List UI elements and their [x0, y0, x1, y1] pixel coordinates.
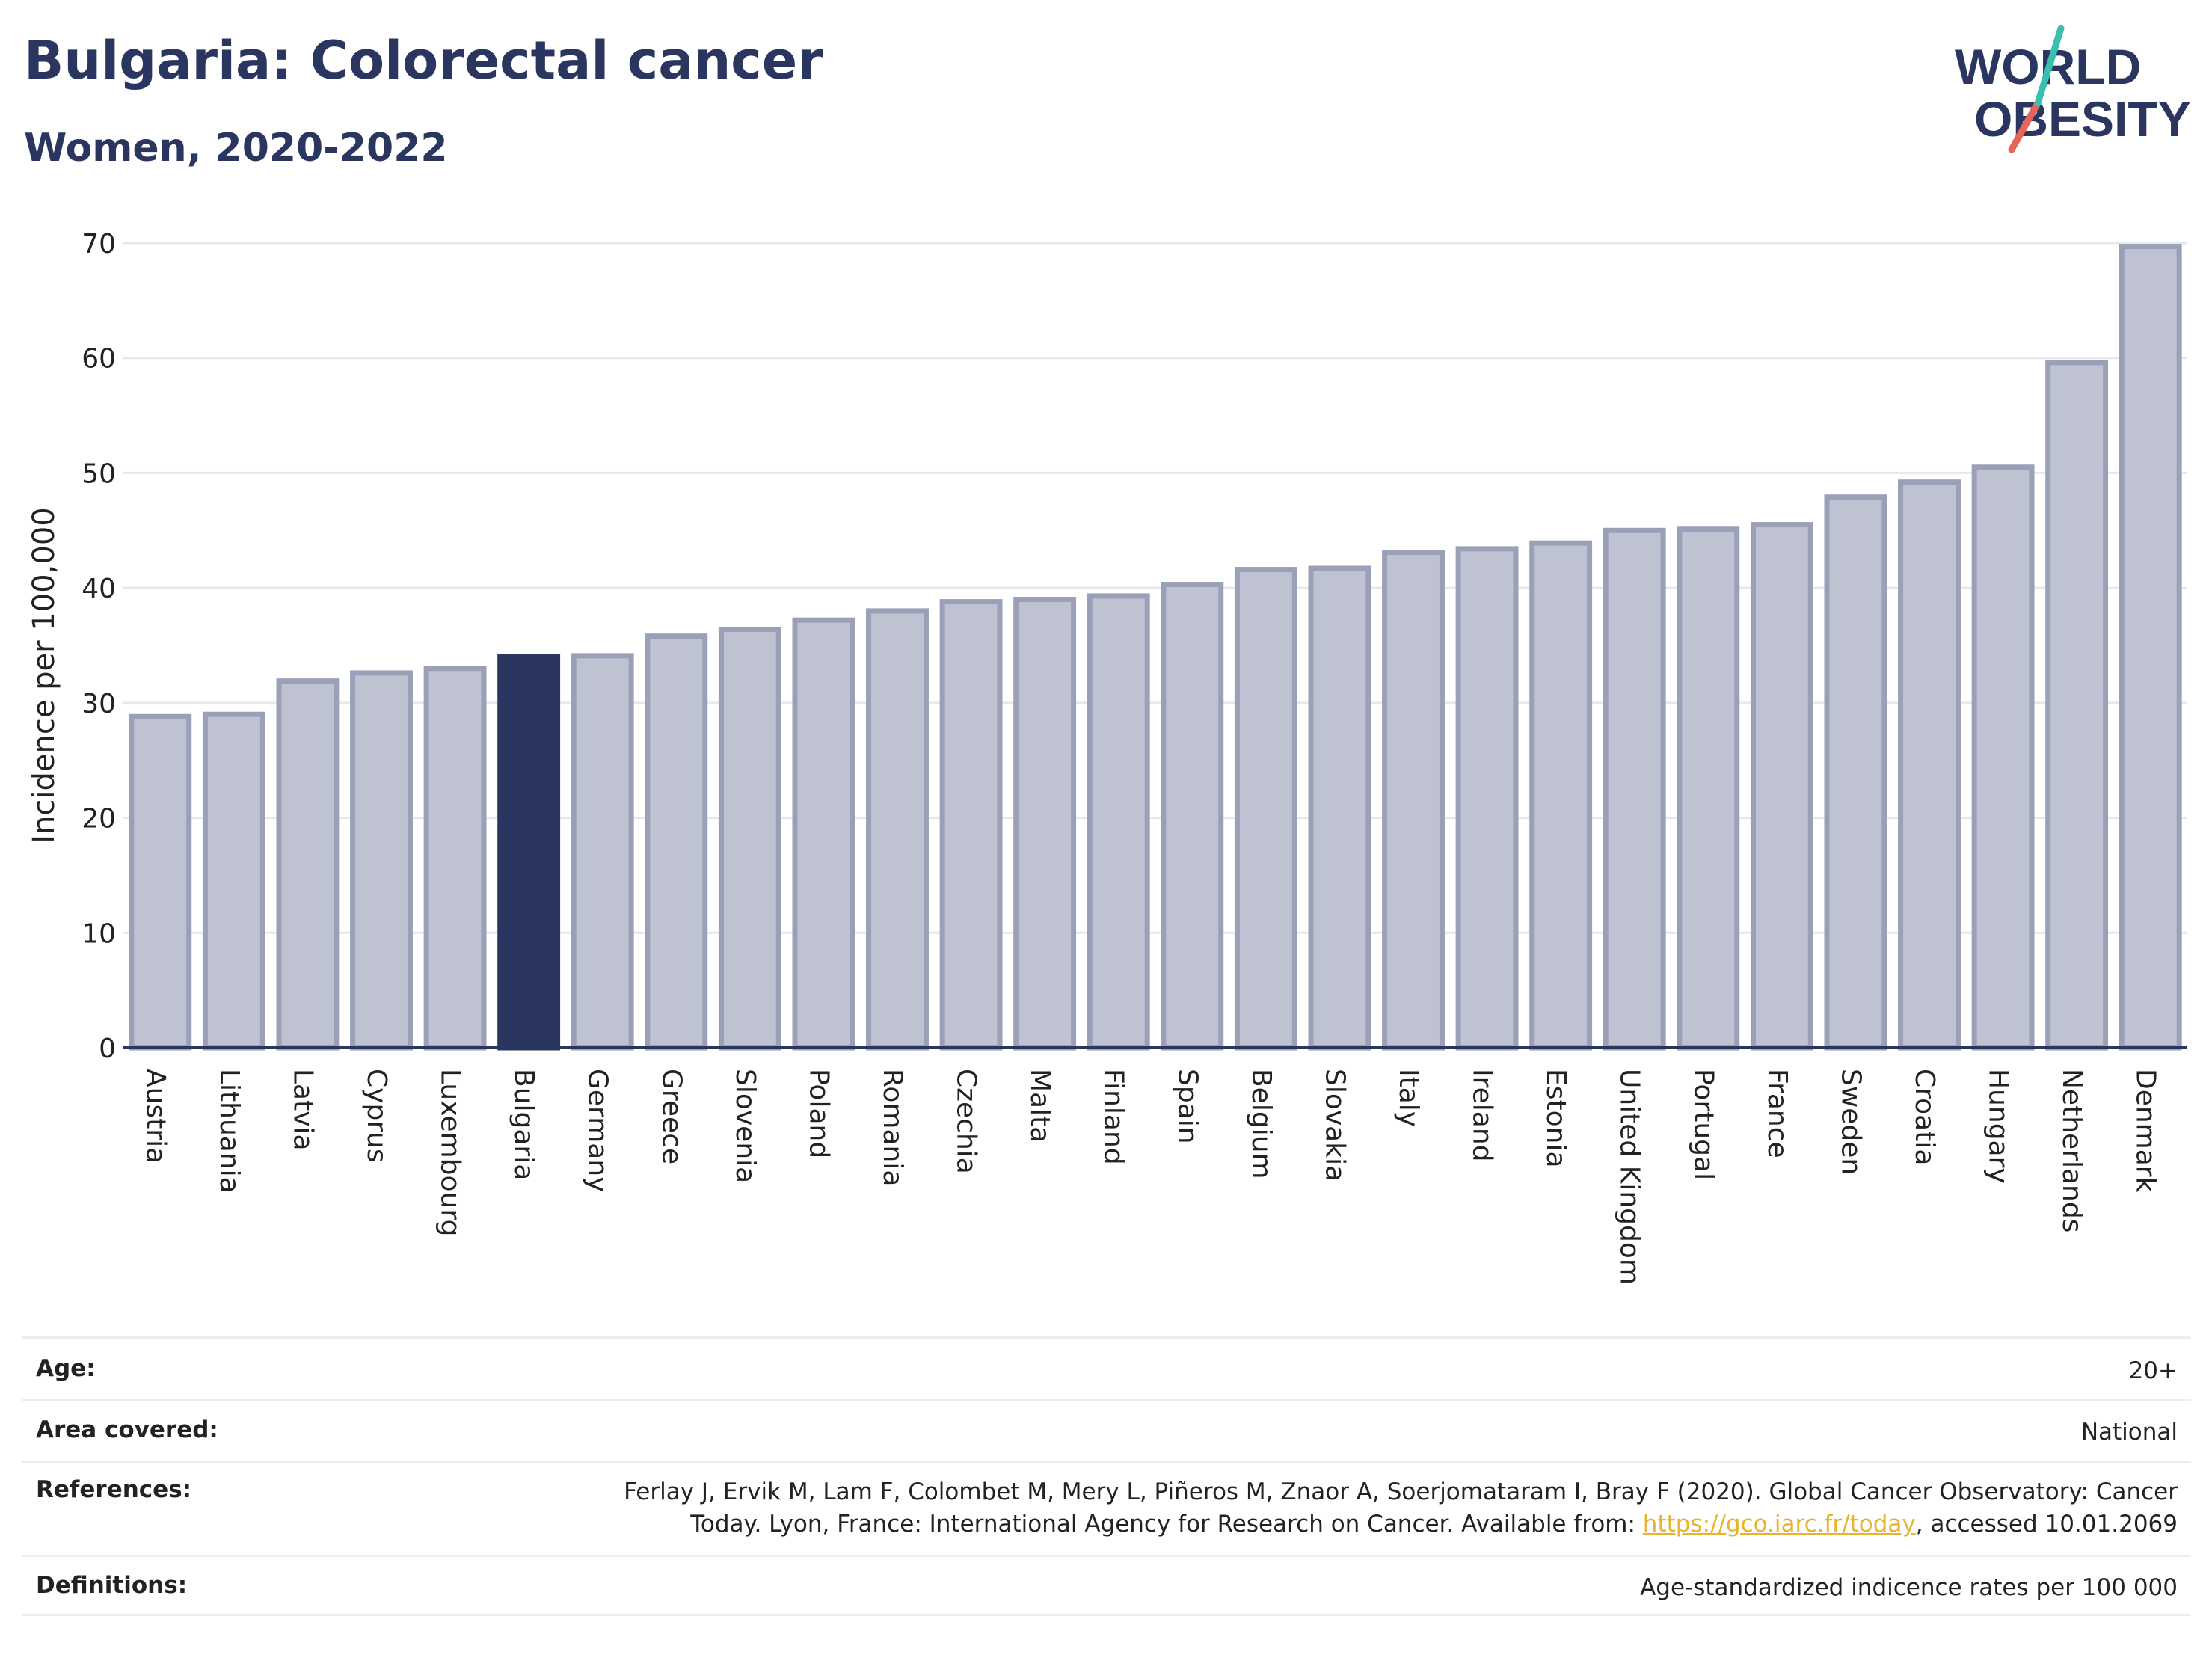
y-axis-title: Incidence per 100,000: [27, 507, 61, 844]
references-line2-pre: Today. Lyon, France: International Agenc…: [690, 1511, 1643, 1538]
logo-slash-red: [2008, 99, 2042, 153]
bar-cyprus[interactable]: [350, 670, 413, 1051]
info-table: Age: 20+ Area covered: National Referenc…: [22, 1336, 2191, 1616]
x-tick-label: Romania: [877, 1069, 908, 1186]
area-value: National: [2080, 1419, 2178, 1446]
x-tick-label: Bulgaria: [509, 1069, 539, 1180]
y-tick-label: 60: [82, 344, 116, 375]
x-tick-label: Finland: [1099, 1069, 1129, 1165]
y-tick-label: 20: [82, 804, 116, 835]
x-tick-label: Lithuania: [214, 1069, 245, 1194]
age-value: 20+: [2128, 1357, 2178, 1384]
bar-germany[interactable]: [571, 653, 634, 1051]
info-row-age: Age: 20+: [22, 1336, 2191, 1399]
x-tick-label: Belgium: [1246, 1069, 1276, 1179]
references-value: Ferlay J, Ervik M, Lam F, Colombet M, Me…: [624, 1476, 2178, 1541]
world-obesity-logo: WORLD OBESITY: [1944, 15, 2199, 165]
x-tick-label: Malta: [1024, 1069, 1055, 1143]
bar-greece[interactable]: [645, 633, 708, 1051]
x-tick-label: Italy: [1393, 1069, 1424, 1127]
age-label: Age:: [36, 1355, 96, 1382]
bar-netherlands[interactable]: [2045, 360, 2109, 1051]
bar-italy[interactable]: [1382, 549, 1445, 1051]
x-tick-label: Spain: [1172, 1069, 1202, 1144]
bar-sweden[interactable]: [1824, 494, 1887, 1051]
x-tick-label: Cyprus: [361, 1069, 392, 1163]
x-tick-label: Czechia: [951, 1069, 982, 1174]
y-tick-label: 40: [82, 574, 116, 604]
bar-ireland[interactable]: [1455, 546, 1519, 1051]
info-row-references: References: Ferlay J, Ervik M, Lam F, Co…: [22, 1461, 2191, 1555]
page-subtitle: Women, 2020-2022: [24, 126, 448, 171]
references-link[interactable]: https://gco.iarc.fr/today: [1642, 1511, 1916, 1538]
definitions-value: Age-standardized indicence rates per 100…: [1640, 1574, 2178, 1601]
logo-slash-teal: [2034, 25, 2065, 107]
x-tick-label: Portugal: [1688, 1069, 1718, 1180]
bar-bulgaria[interactable]: [497, 654, 561, 1051]
x-axis-labels: Austria Lithuania Latvia Cyprus Luxembourg Bu…: [140, 1069, 2160, 1285]
x-tick-label: France: [1762, 1069, 1792, 1158]
page-title: Bulgaria: Colorectal cancer: [24, 30, 823, 91]
bar-lithuania[interactable]: [202, 711, 265, 1051]
bar-poland[interactable]: [792, 617, 855, 1051]
bar-belgium[interactable]: [1234, 567, 1297, 1051]
bar-croatia[interactable]: [1898, 479, 1961, 1051]
y-tick-label: 0: [99, 1034, 116, 1064]
area-label: Area covered:: [36, 1416, 218, 1443]
bar-luxembourg[interactable]: [423, 666, 487, 1051]
x-tick-label: Germany: [583, 1069, 613, 1192]
bar-united-kingdom[interactable]: [1603, 527, 1666, 1051]
y-tick-label: 50: [82, 458, 116, 489]
info-row-definitions: Definitions: Age-standardized indicence …: [22, 1555, 2191, 1616]
x-tick-label: Greece: [656, 1069, 686, 1164]
y-tick-label: 10: [82, 918, 116, 949]
bar-slovenia[interactable]: [718, 626, 781, 1051]
x-tick-label: Hungary: [1983, 1069, 2014, 1184]
bar-finland[interactable]: [1087, 593, 1150, 1051]
bar-france[interactable]: [1750, 522, 1813, 1051]
x-tick-label: Netherlands: [2056, 1069, 2087, 1232]
x-tick-label: Latvia: [287, 1069, 318, 1151]
bar-latvia[interactable]: [276, 678, 340, 1051]
x-tick-label: Slovakia: [1319, 1069, 1350, 1182]
bar-czechia[interactable]: [939, 599, 1003, 1051]
x-tick-label: Austria: [140, 1069, 170, 1164]
x-tick-label: United Kingdom: [1615, 1069, 1645, 1285]
references-line2-post: , accessed 10.01.2069: [1915, 1511, 2178, 1538]
references-label: References:: [36, 1476, 192, 1503]
references-line1: Ferlay J, Ervik M, Lam F, Colombet M, Me…: [624, 1479, 2178, 1505]
bar-malta[interactable]: [1013, 597, 1077, 1051]
definitions-label: Definitions:: [36, 1572, 188, 1599]
x-tick-label: Luxembourg: [435, 1069, 466, 1236]
bar-hungary[interactable]: [1971, 464, 2035, 1051]
x-tick-label: Sweden: [1835, 1069, 1866, 1175]
bar-austria[interactable]: [129, 713, 192, 1051]
info-row-area: Area covered: National: [22, 1399, 2191, 1461]
bar-portugal[interactable]: [1677, 526, 1740, 1051]
logo-line2: OBESITY: [1974, 91, 2191, 147]
bar-slovakia[interactable]: [1308, 565, 1371, 1051]
bar-spain[interactable]: [1161, 582, 1224, 1051]
y-tick-label: 30: [82, 689, 116, 719]
y-axis-ticks: 0 10 20 30 40 50 60 70: [82, 229, 116, 1064]
x-tick-label: Denmark: [2130, 1069, 2161, 1193]
bar-estonia[interactable]: [1529, 540, 1593, 1051]
bar-chart: 0 10 20 30 40 50 60 70 Austria Lithuania Latvia Cy…: [27, 229, 2187, 1285]
x-tick-label: Croatia: [1909, 1069, 1940, 1165]
bar-romania[interactable]: [866, 608, 929, 1051]
x-tick-label: Estonia: [1540, 1069, 1571, 1168]
y-tick-label: 70: [82, 229, 116, 260]
bar-denmark[interactable]: [2119, 244, 2182, 1051]
x-tick-label: Ireland: [1467, 1069, 1498, 1162]
bars: [129, 244, 2182, 1051]
x-tick-label: Poland: [803, 1069, 834, 1158]
x-tick-label: Slovenia: [730, 1069, 761, 1183]
